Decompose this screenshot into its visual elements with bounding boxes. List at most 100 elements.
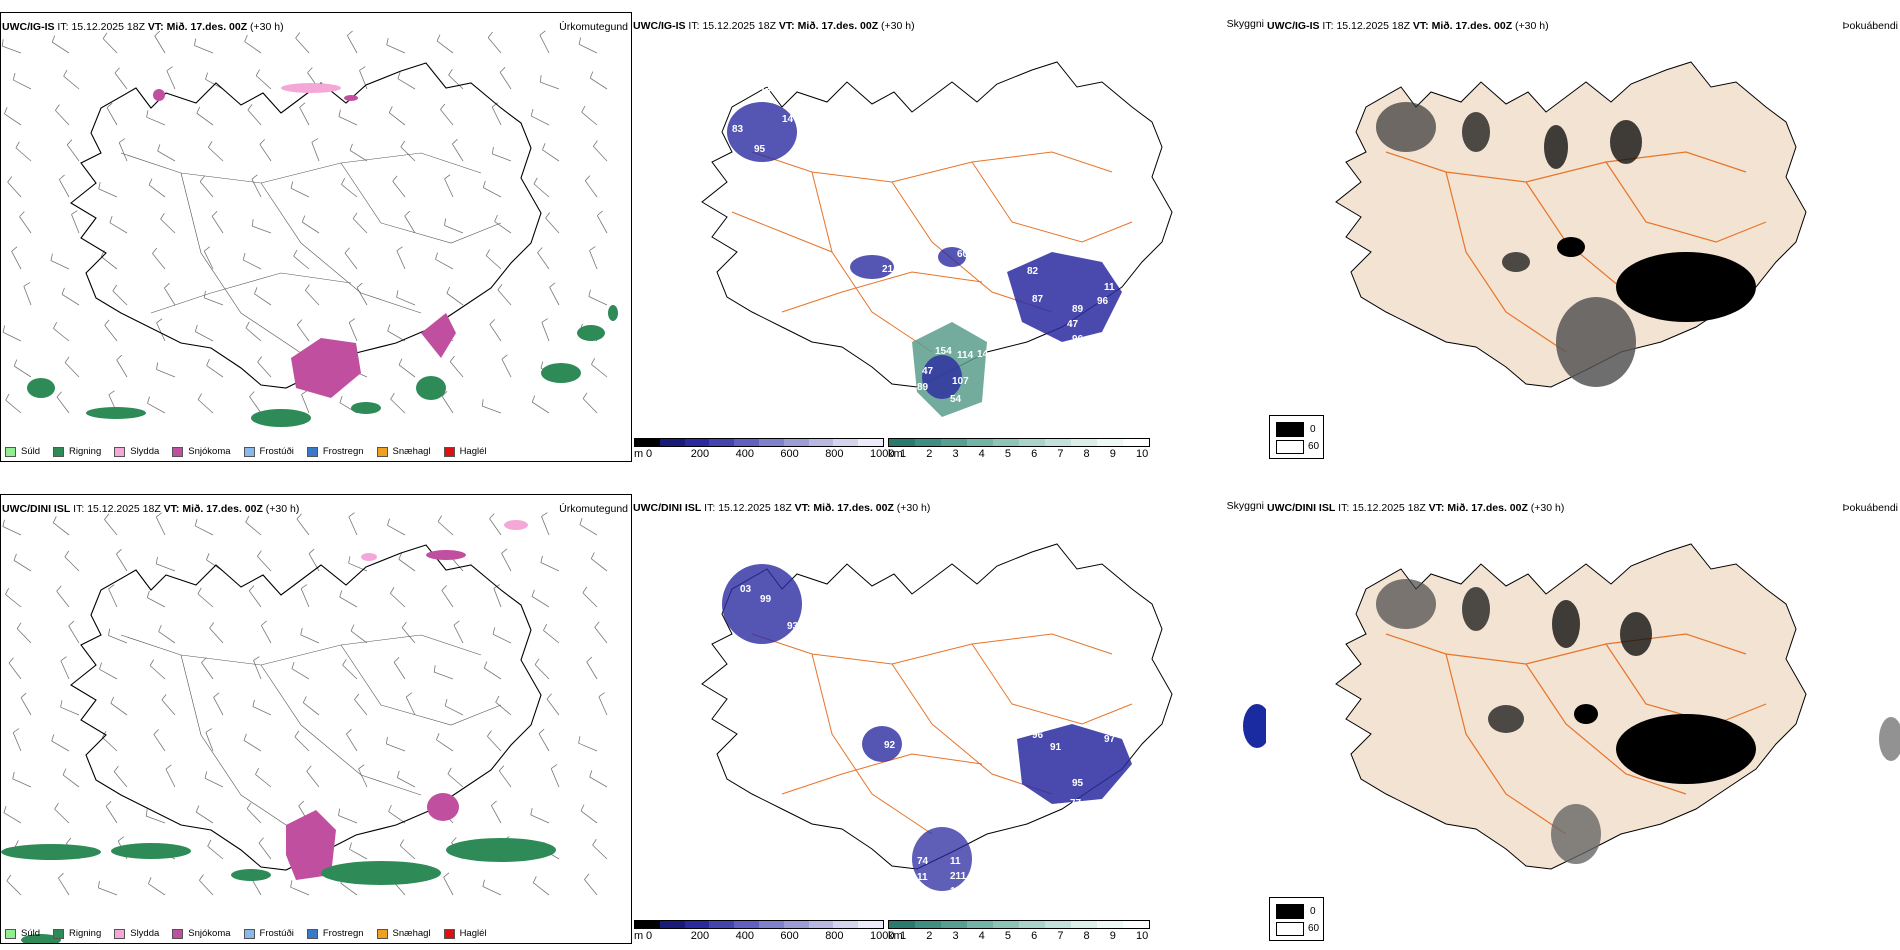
wind-barb-flag — [20, 692, 27, 698]
wind-barb — [300, 588, 310, 608]
wind-barb — [452, 143, 464, 162]
colorbar-tick: 5 — [1004, 448, 1011, 460]
wind-barb — [545, 217, 560, 234]
wind-barb — [257, 361, 272, 378]
wind-barb — [300, 634, 320, 644]
wind-barb-flag — [301, 215, 306, 223]
colorbar-tick: 200 — [690, 448, 710, 460]
wind-barb-flag — [117, 836, 125, 842]
wind-barb-flag — [300, 627, 303, 635]
wind-barb-flag — [114, 67, 120, 74]
wind-barb-flag — [436, 34, 441, 42]
wind-barb — [596, 215, 608, 234]
wind-barb-flag — [213, 692, 220, 698]
wind-barb — [211, 216, 224, 234]
precip-panel-row2: UWC/DINI ISL IT: 15.12.2025 18Z VT: Mið.… — [0, 494, 632, 944]
wind-barb — [397, 78, 416, 90]
wind-barb — [23, 286, 32, 306]
wind-barb — [199, 181, 214, 198]
wind-barb-flag — [404, 210, 411, 217]
wind-barb-flag — [582, 392, 588, 399]
colorbar-tick: 2 — [926, 448, 933, 460]
wind-barb-flag — [148, 877, 152, 884]
wind-barb-flag — [396, 246, 403, 252]
wind-barb — [56, 396, 70, 414]
wind-barb — [152, 253, 166, 270]
wind-barb — [102, 737, 118, 752]
wind-barb-flag — [296, 319, 303, 326]
wind-barb — [386, 743, 406, 752]
wind-barb-flag — [6, 874, 12, 882]
cloud-base-label: 88 — [792, 546, 804, 557]
wind-barb — [387, 330, 406, 342]
wind-barb-flag — [433, 665, 436, 673]
wind-barb-flag — [246, 802, 252, 809]
colorbar-tick: 6 — [1031, 930, 1038, 942]
wind-barb — [311, 142, 320, 162]
wind-barb-flag — [537, 247, 543, 253]
legend-label: Snjókoma — [188, 928, 231, 939]
cloud-base-colorbar: m 0 200 400 600 800 1000 — [634, 920, 894, 942]
wind-barb — [196, 112, 214, 126]
wind-barb-flag — [349, 842, 352, 850]
wind-barb-flag — [64, 356, 70, 363]
wind-barb-flag — [12, 728, 20, 733]
wind-barb — [530, 115, 550, 126]
wind-barb-flag — [581, 105, 586, 113]
legend-label: Snæhagl — [392, 446, 431, 457]
wind-barb-flag — [207, 839, 212, 847]
wind-barb — [14, 365, 32, 378]
wind-barb-flag — [539, 75, 542, 83]
wind-barb — [348, 562, 368, 572]
wind-barb-flag — [311, 138, 318, 143]
wind-barb — [102, 38, 118, 54]
wind-barb-flag — [52, 516, 57, 523]
wind-barb-flag — [16, 622, 22, 629]
wind-barb — [62, 774, 80, 788]
wind-barb — [489, 518, 502, 536]
wind-barb — [483, 187, 502, 198]
cloud-base-label: 60 — [957, 249, 969, 260]
wind-barb-flag — [249, 391, 255, 397]
wind-barb-flag — [584, 175, 591, 182]
wind-barb-flag — [116, 354, 123, 361]
cloud-base-label: 87 — [1032, 294, 1044, 305]
wind-barb-flag — [148, 178, 153, 186]
colorbar-tick: 3 — [952, 930, 959, 942]
cloud-base-label: 145 — [950, 886, 967, 897]
wind-barb-flag — [546, 693, 552, 700]
colorbar-tick: 6 — [1031, 448, 1038, 460]
wind-barb-flag — [392, 175, 398, 182]
wind-barb-flag — [444, 218, 447, 226]
wind-barb — [207, 845, 224, 860]
wind-barb-flag — [549, 282, 556, 288]
wind-barb — [449, 361, 464, 378]
visibility-colorbar: km 1 2 3 4 5 6 7 8 9 10 — [888, 920, 1150, 942]
cloud-base-label: 92 — [884, 740, 896, 751]
wind-barb-flag — [481, 399, 484, 407]
wind-barb — [148, 184, 166, 198]
wind-barb — [106, 107, 118, 126]
wind-barb — [199, 880, 214, 896]
wind-barb-flag — [252, 699, 255, 707]
precip-panel-row1: UWC/IG-IS IT: 15.12.2025 18Z VT: Mið. 17… — [0, 12, 632, 462]
wind-barb — [359, 70, 368, 90]
wind-barb-flag — [435, 252, 438, 260]
legend-swatch — [443, 928, 455, 939]
precip-type-legend: Súld Rigning Slydda Snjókoma Frostúði Frostre… — [5, 928, 487, 939]
wind-barb — [549, 287, 560, 306]
wind-barb-flag — [56, 391, 62, 398]
wind-barb — [532, 882, 550, 896]
cloud-base-label: 11 — [950, 856, 961, 867]
legend-swatch — [5, 928, 16, 939]
wind-barb-flag — [155, 512, 163, 518]
wind-barb — [58, 877, 70, 896]
land-area — [1335, 543, 1807, 870]
legend-swatch — [306, 446, 318, 457]
wind-barb-flag — [116, 548, 122, 555]
wind-barb — [435, 258, 454, 270]
road-network — [120, 634, 502, 836]
cloud-base-label: 96 — [1032, 730, 1044, 741]
wind-barb — [501, 358, 512, 378]
cloud-base-label: 89 — [1072, 304, 1084, 315]
